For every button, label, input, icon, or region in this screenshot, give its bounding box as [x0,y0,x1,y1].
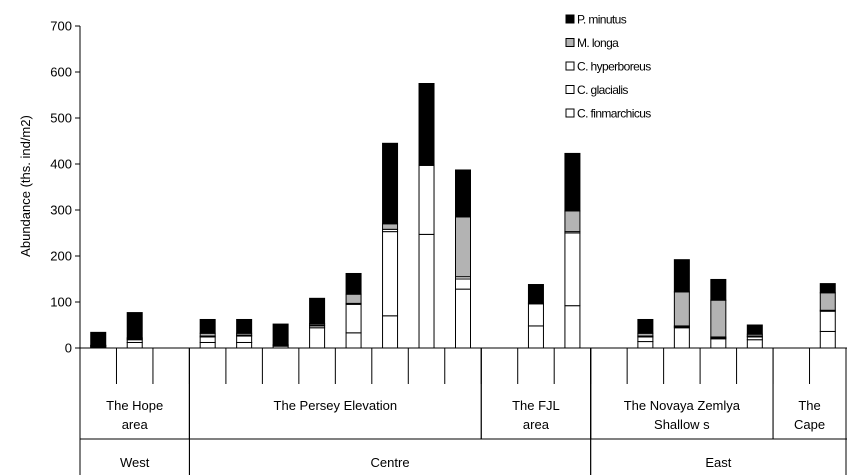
bar-segment [455,169,471,218]
bar-segment [418,83,435,165]
legend-swatch [565,14,575,24]
y-tick-label: 300 [50,203,72,218]
legend-label: C. hyperboreus [577,60,651,74]
bar-segment [637,336,654,343]
y-tick-label: 700 [50,19,72,34]
bar-segment [272,323,289,346]
bar-segment [199,341,216,349]
bar-segment [90,331,107,346]
bar-segment [710,278,727,301]
category-label: The [798,398,820,413]
bar-segment [309,297,326,325]
bar-segment [819,310,836,332]
y-axis-title: Abundance (ths. ind/m2) [18,115,33,257]
x-category-table: The Hope area The Persey Elevation The FJL a… [79,348,847,475]
y-tick-label: 0 [65,341,72,356]
region-label: Centre [371,455,410,470]
legend-swatch [565,61,575,71]
bar-segment [564,232,581,307]
bar-segment [710,299,727,338]
bar-segment [309,327,326,349]
bar-segment [382,231,399,317]
legend-swatch [565,38,575,47]
bar-segment [819,283,836,294]
bar-segment [673,259,690,293]
y-tick-label: 200 [50,249,72,264]
category-label: area [523,417,550,432]
bar-segment [564,152,581,212]
y-tick-label: 100 [50,295,72,310]
bar-segment [418,164,435,235]
category-label: The FJL [512,398,560,413]
bar-segment [527,284,544,304]
bar-segment [126,312,143,339]
bar-segment [673,291,690,327]
legend-label: M. longa [577,36,619,50]
bar-segment [382,142,399,225]
bar-segment [637,341,654,349]
category-label: area [122,417,149,432]
bar-segment [673,327,690,349]
legend-label: P. minutus [577,13,627,27]
bar-segment [345,332,362,349]
bar-segment [455,288,471,349]
category-label: Cape [794,417,825,432]
bar-segment [455,216,471,278]
legend: P. minutus M. longa C. hyperboreus C. glaci… [565,13,652,121]
bar-segment [819,330,836,349]
region-label: West [120,455,150,470]
bar-segment [236,335,253,343]
legend-swatch [565,85,575,94]
bar-segment [382,315,399,349]
bar-segment [126,341,143,349]
bar-segment [236,341,253,349]
legend-label: C. finmarchicus [577,107,651,121]
region-label: East [705,455,731,470]
legend-swatch [565,108,575,118]
bar-segment [455,278,471,290]
bar-segment [746,324,763,335]
bar-segment [637,318,654,334]
y-tick-label: 400 [50,157,72,172]
category-label: The Hope [106,398,163,413]
bar-segment [345,293,362,304]
y-tick-label: 500 [50,111,72,126]
bar-segment [746,339,763,349]
category-label: The Novaya Zemlya [624,398,741,413]
bar-segment [236,318,253,334]
bar-segment [527,303,544,327]
bar-segment [564,305,581,349]
bar-segment [564,210,581,233]
bar-segment [345,272,362,295]
bar-segment [710,338,727,349]
bar-segment [199,318,216,334]
y-tick-label: 600 [50,65,72,80]
bar-segment [382,223,399,230]
plot-area: 0 100 200 300 400 500 600 700 [50,19,847,356]
bar-segment [527,325,544,349]
bar-segment [418,233,435,349]
bar-segment [199,336,216,343]
bar-segment [819,292,836,311]
category-label: The Persey Elevation [274,398,398,413]
category-label: Shallow s [654,417,710,432]
legend-label: C. glacialis [577,83,628,97]
bar-segment [345,303,362,334]
